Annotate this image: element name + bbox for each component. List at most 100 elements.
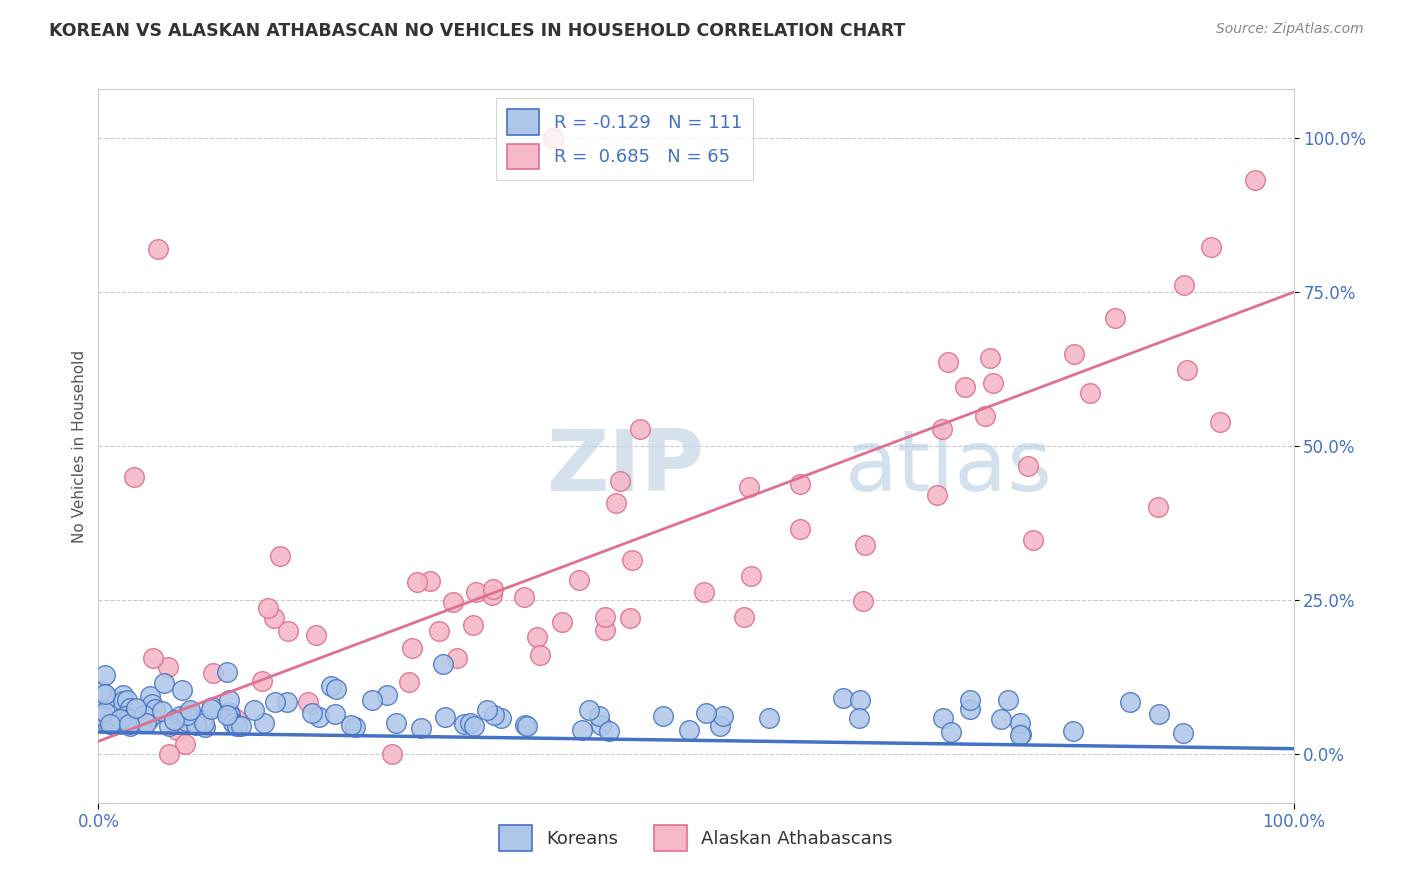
Point [578,703,600,717]
Point [297,695,319,709]
Point [174,714,197,728]
Point [571,723,593,738]
Point [848,710,870,724]
Point [678,723,700,738]
Point [1062,724,1084,739]
Point [131,715,153,730]
Point [974,409,997,424]
Point [432,657,454,672]
Point [343,720,366,734]
Point [124,469,146,483]
Point [1243,173,1265,187]
Point [953,379,976,393]
Point [269,549,291,563]
Point [598,724,620,739]
Point [1173,278,1195,293]
Point [981,376,1004,390]
Text: Source: ZipAtlas.com: Source: ZipAtlas.com [1216,22,1364,37]
Point [96,715,118,730]
Point [121,715,143,730]
Point [375,688,398,702]
Point [360,692,382,706]
Point [319,679,342,693]
Point [139,689,162,703]
Point [931,422,953,436]
Point [997,693,1019,707]
Point [225,712,247,726]
Point [153,675,176,690]
Point [446,651,468,665]
Point [463,719,485,733]
Point [489,711,512,725]
Point [541,131,564,145]
Point [101,718,124,732]
Point [605,496,627,510]
Point [193,715,215,730]
Point [939,725,962,739]
Point [157,719,180,733]
Point [406,575,429,590]
Point [711,708,734,723]
Point [733,609,755,624]
Point [200,702,222,716]
Point [150,704,173,718]
Point [516,719,538,733]
Point [628,422,651,436]
Point [1104,311,1126,326]
Point [108,712,131,726]
Point [925,488,948,502]
Point [166,723,188,737]
Point [513,718,536,732]
Point [692,585,714,599]
Point [1063,347,1085,361]
Point [475,703,498,717]
Point [111,688,134,702]
Point [853,538,876,552]
Point [111,694,134,708]
Point [789,476,811,491]
Point [141,698,163,712]
Point [1119,694,1142,708]
Point [108,717,131,731]
Point [90,684,112,698]
Point [1209,415,1232,429]
Point [308,710,330,724]
Point [117,712,139,726]
Point [118,716,141,731]
Point [169,708,191,723]
Point [401,640,423,655]
Point [851,593,873,607]
Point [651,709,673,723]
Point [170,683,193,698]
Point [97,691,120,706]
Point [224,716,246,731]
Point [695,706,717,720]
Text: ZIP: ZIP [547,425,704,509]
Point [481,589,503,603]
Point [588,708,610,723]
Point [218,692,240,706]
Point [179,703,201,717]
Point [231,719,253,733]
Point [219,708,242,723]
Point [94,705,117,719]
Point [176,708,198,723]
Point [529,648,551,662]
Point [94,668,117,682]
Point [593,609,616,624]
Point [157,660,180,674]
Point [94,687,117,701]
Point [186,717,208,731]
Point [959,702,981,716]
Point [217,665,239,680]
Point [132,708,155,723]
Point [458,716,481,731]
Point [139,708,162,723]
Text: KOREAN VS ALASKAN ATHABASCAN NO VEHICLES IN HOUSEHOLD CORRELATION CHART: KOREAN VS ALASKAN ATHABASCAN NO VEHICLES… [49,22,905,40]
Point [482,582,505,597]
Point [143,702,166,716]
Point [1078,386,1101,401]
Point [433,709,456,723]
Point [758,711,780,725]
Point [201,665,224,680]
